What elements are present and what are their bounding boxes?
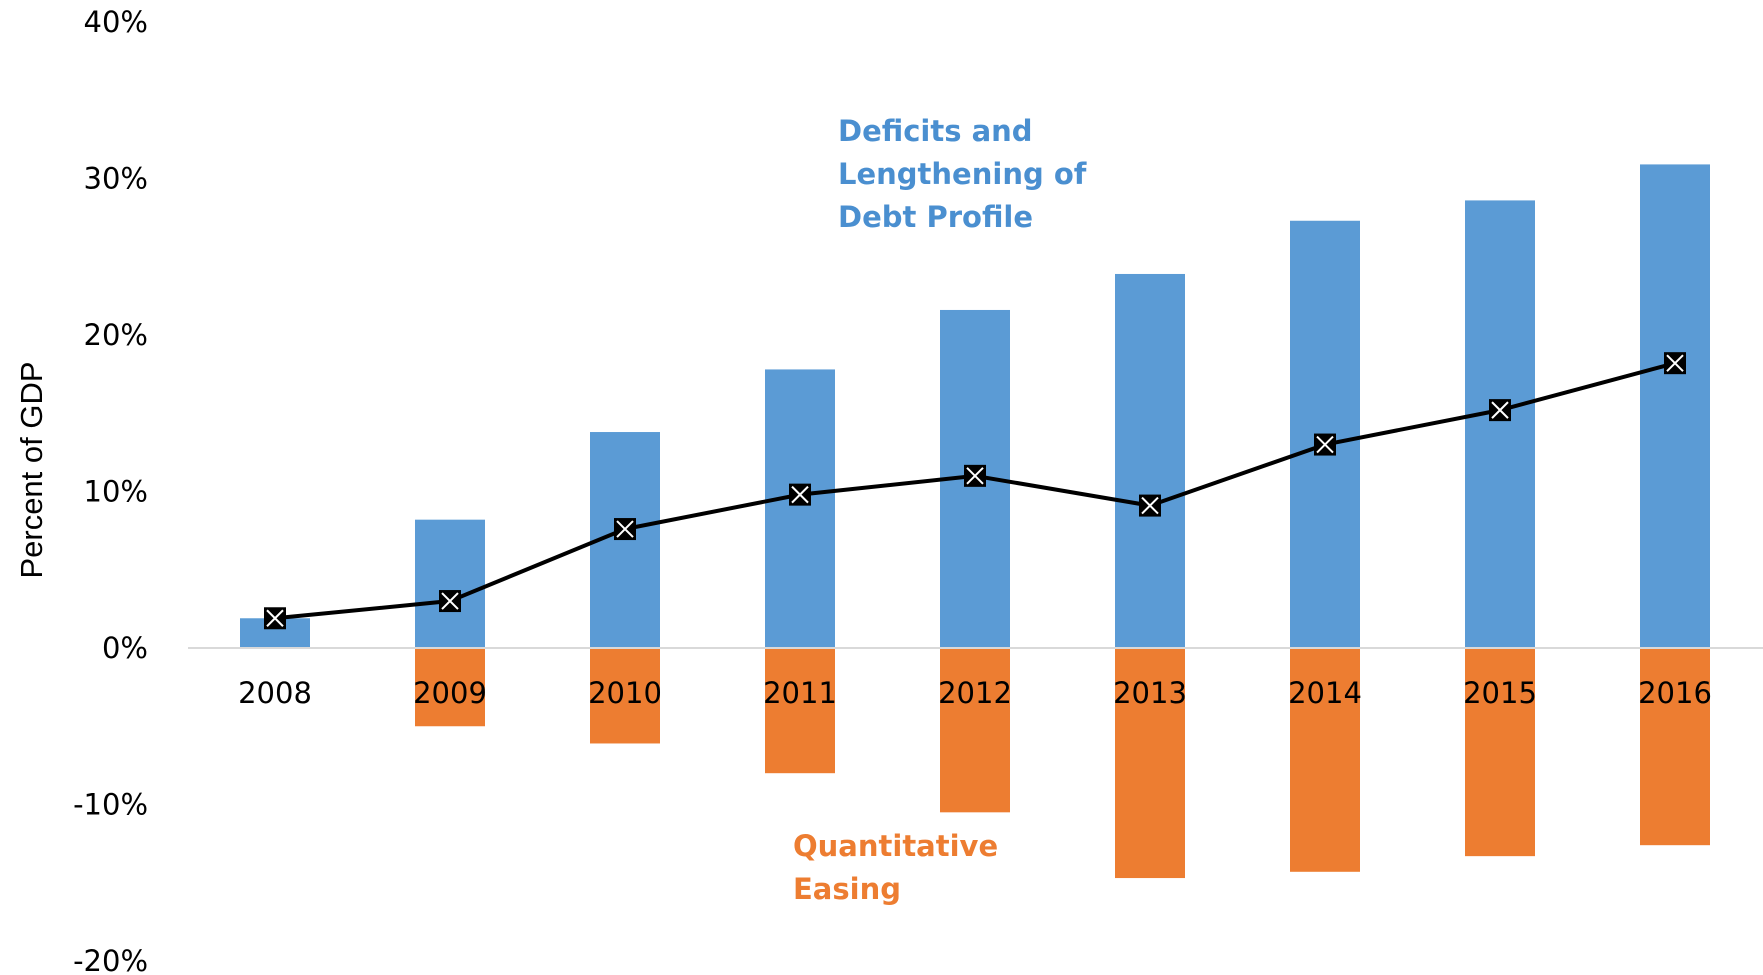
x-tick-label: 2012 <box>938 676 1012 710</box>
y-axis-label: Percent of GDP <box>14 361 49 578</box>
deficits-bar <box>765 369 835 648</box>
y-tick-label: 20% <box>84 318 148 352</box>
net-line-point <box>789 484 811 506</box>
x-tick-label: 2016 <box>1638 676 1712 710</box>
x-tick-label: 2009 <box>413 676 487 710</box>
x-tick-label: 2010 <box>588 676 662 710</box>
annotation-line: Deficits and <box>838 114 1033 148</box>
x-tick-label: 2008 <box>238 676 312 710</box>
annotation-deficits: Deficits and Lengthening of Debt Profile <box>838 114 1087 234</box>
x-tick-label: 2014 <box>1288 676 1362 710</box>
deficits-bar <box>415 520 485 648</box>
x-tick-label: 2011 <box>763 676 837 710</box>
net-line-point <box>1664 352 1686 374</box>
y-axis-ticks: -20% -10% 0% 10% 20% 30% 40% <box>73 5 148 975</box>
deficits-bar <box>1115 274 1185 648</box>
net-line-point <box>614 518 636 540</box>
net-line-point <box>964 465 986 487</box>
y-tick-label: -10% <box>73 788 148 822</box>
qe-bar <box>765 648 835 773</box>
annotation-line: Debt Profile <box>838 200 1033 234</box>
x-tick-label: 2015 <box>1463 676 1537 710</box>
y-tick-label: 0% <box>102 631 148 665</box>
x-tick-label: 2013 <box>1113 676 1187 710</box>
annotation-line: Easing <box>793 872 901 906</box>
y-tick-label: 10% <box>84 475 148 509</box>
deficits-bar <box>1465 200 1535 648</box>
net-line-point <box>264 607 286 629</box>
y-tick-label: -20% <box>73 944 148 975</box>
y-tick-label: 40% <box>84 5 148 39</box>
annotation-qe: Quantitative Easing <box>793 829 998 906</box>
net-line-point <box>1139 495 1161 517</box>
deficits-bar <box>1640 164 1710 648</box>
qe-bar <box>940 648 1010 812</box>
y-tick-label: 30% <box>84 162 148 196</box>
net-line-point <box>439 590 461 612</box>
annotation-line: Quantitative <box>793 829 998 863</box>
x-axis-ticks: 2008 2009 2010 2011 2012 2013 2014 2015 2016 <box>238 676 1712 710</box>
net-line-point <box>1489 399 1511 421</box>
annotation-line: Lengthening of <box>838 157 1087 191</box>
net-line-point <box>1314 434 1336 456</box>
